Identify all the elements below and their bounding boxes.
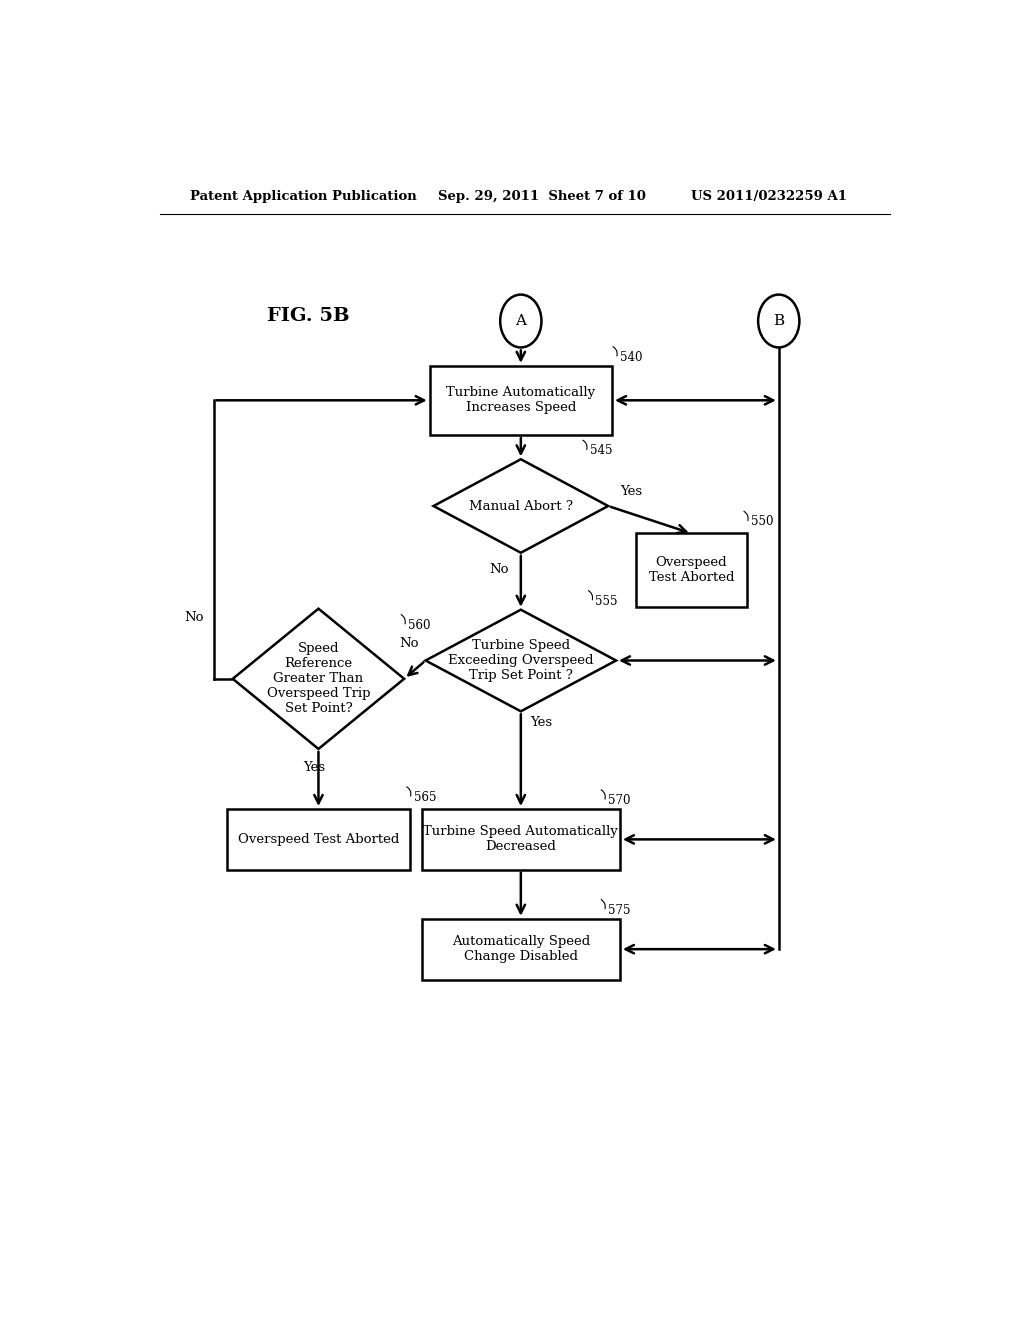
- Text: No: No: [399, 638, 419, 651]
- Text: 560: 560: [409, 619, 431, 632]
- Circle shape: [500, 294, 542, 347]
- Text: Turbine Automatically
Increases Speed: Turbine Automatically Increases Speed: [446, 387, 595, 414]
- FancyBboxPatch shape: [227, 809, 410, 870]
- Text: Overspeed
Test Aborted: Overspeed Test Aborted: [649, 556, 734, 583]
- Text: Turbine Speed Automatically
Decreased: Turbine Speed Automatically Decreased: [423, 825, 618, 854]
- Text: Automatically Speed
Change Disabled: Automatically Speed Change Disabled: [452, 935, 590, 964]
- FancyBboxPatch shape: [430, 366, 612, 434]
- Text: 550: 550: [751, 515, 773, 528]
- Text: 575: 575: [608, 904, 631, 916]
- Polygon shape: [232, 609, 404, 748]
- Text: 570: 570: [608, 793, 631, 807]
- Text: Patent Application Publication: Patent Application Publication: [189, 190, 417, 202]
- Text: 540: 540: [620, 351, 642, 364]
- Text: 555: 555: [595, 594, 617, 607]
- FancyBboxPatch shape: [422, 919, 620, 979]
- Text: No: No: [184, 611, 204, 624]
- FancyBboxPatch shape: [636, 533, 746, 607]
- FancyBboxPatch shape: [422, 809, 620, 870]
- Text: Manual Abort ?: Manual Abort ?: [469, 499, 572, 512]
- Text: Speed
Reference
Greater Than
Overspeed Trip
Set Point?: Speed Reference Greater Than Overspeed T…: [266, 643, 371, 715]
- Text: Sep. 29, 2011  Sheet 7 of 10: Sep. 29, 2011 Sheet 7 of 10: [437, 190, 645, 202]
- Text: A: A: [515, 314, 526, 329]
- Text: B: B: [773, 314, 784, 329]
- Polygon shape: [433, 459, 608, 553]
- Circle shape: [758, 294, 800, 347]
- Text: Turbine Speed
Exceeding Overspeed
Trip Set Point ?: Turbine Speed Exceeding Overspeed Trip S…: [449, 639, 594, 682]
- Text: Yes: Yes: [303, 762, 326, 774]
- Text: Yes: Yes: [530, 717, 553, 730]
- Text: US 2011/0232259 A1: US 2011/0232259 A1: [691, 190, 848, 202]
- Text: 565: 565: [414, 791, 436, 804]
- Text: 545: 545: [590, 445, 612, 457]
- Text: Overspeed Test Aborted: Overspeed Test Aborted: [238, 833, 399, 846]
- Polygon shape: [426, 610, 616, 711]
- Text: FIG. 5B: FIG. 5B: [267, 308, 349, 325]
- Text: No: No: [489, 562, 509, 576]
- Text: Yes: Yes: [620, 484, 642, 498]
